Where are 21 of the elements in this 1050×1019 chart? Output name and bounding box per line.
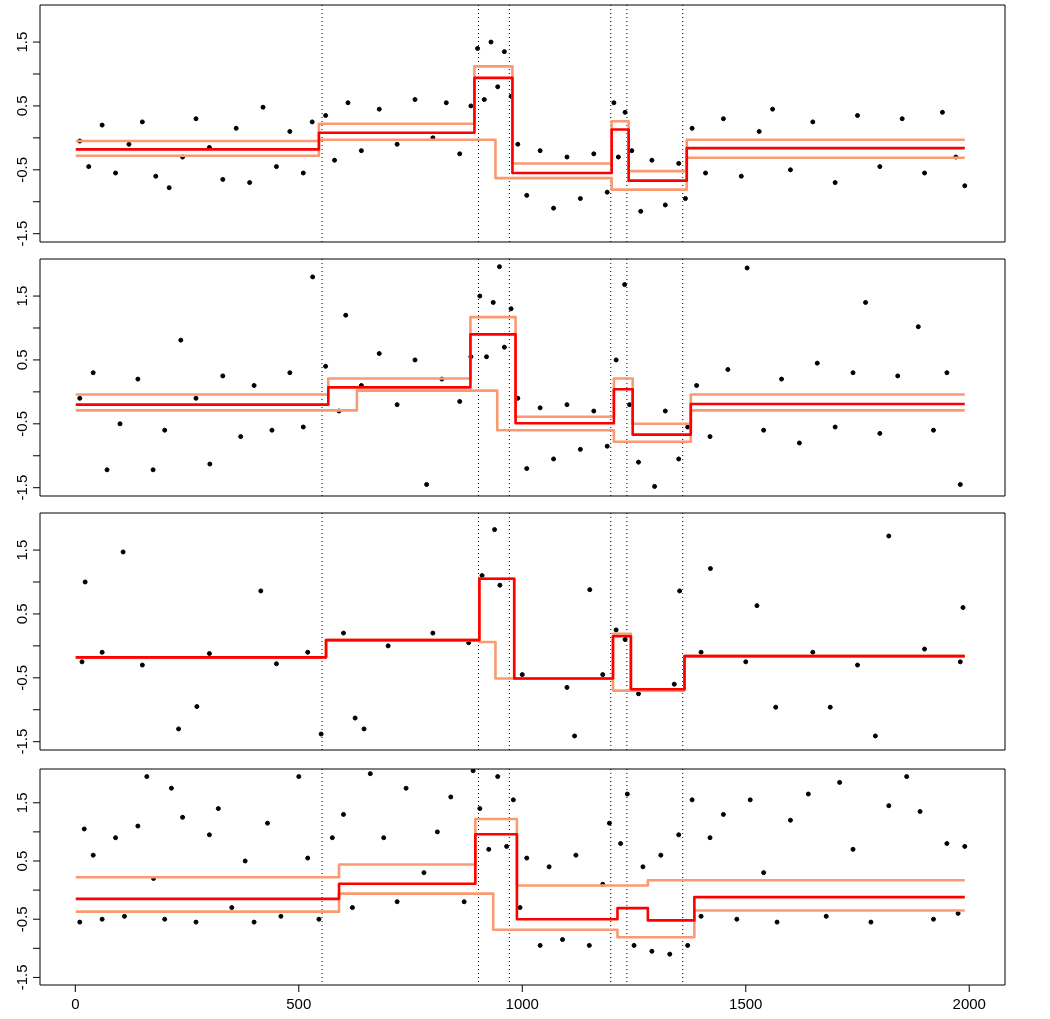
y-tick-label: 1.5 [12,792,30,814]
x-tick-label: 0 [71,994,80,1012]
y-tick-label: 1.5 [12,285,30,307]
x-tick-label: 1000 [505,994,539,1012]
y-tick-label: 0.5 [12,349,30,371]
y-tick-label: 0.5 [12,850,30,872]
y-tick-label: -0.5 [12,410,30,437]
y-tick-label: 0.5 [12,603,30,625]
y-tick-label: -0.5 [12,664,30,691]
y-tick-label: -1.5 [12,474,30,501]
x-tick-label: 1500 [729,994,763,1012]
x-tick-label: 500 [286,994,312,1012]
y-tick-label: -1.5 [12,728,30,755]
y-tick-label: 1.5 [12,539,30,561]
y-tick-label: 0.5 [12,95,30,117]
y-tick-label: -1.5 [12,220,30,247]
y-tick-label: 1.5 [12,31,30,53]
y-tick-label: -0.5 [12,906,30,933]
y-tick-label: -0.5 [12,156,30,183]
x-tick-label: 2000 [952,994,986,1012]
y-tick-label: -1.5 [12,964,30,991]
